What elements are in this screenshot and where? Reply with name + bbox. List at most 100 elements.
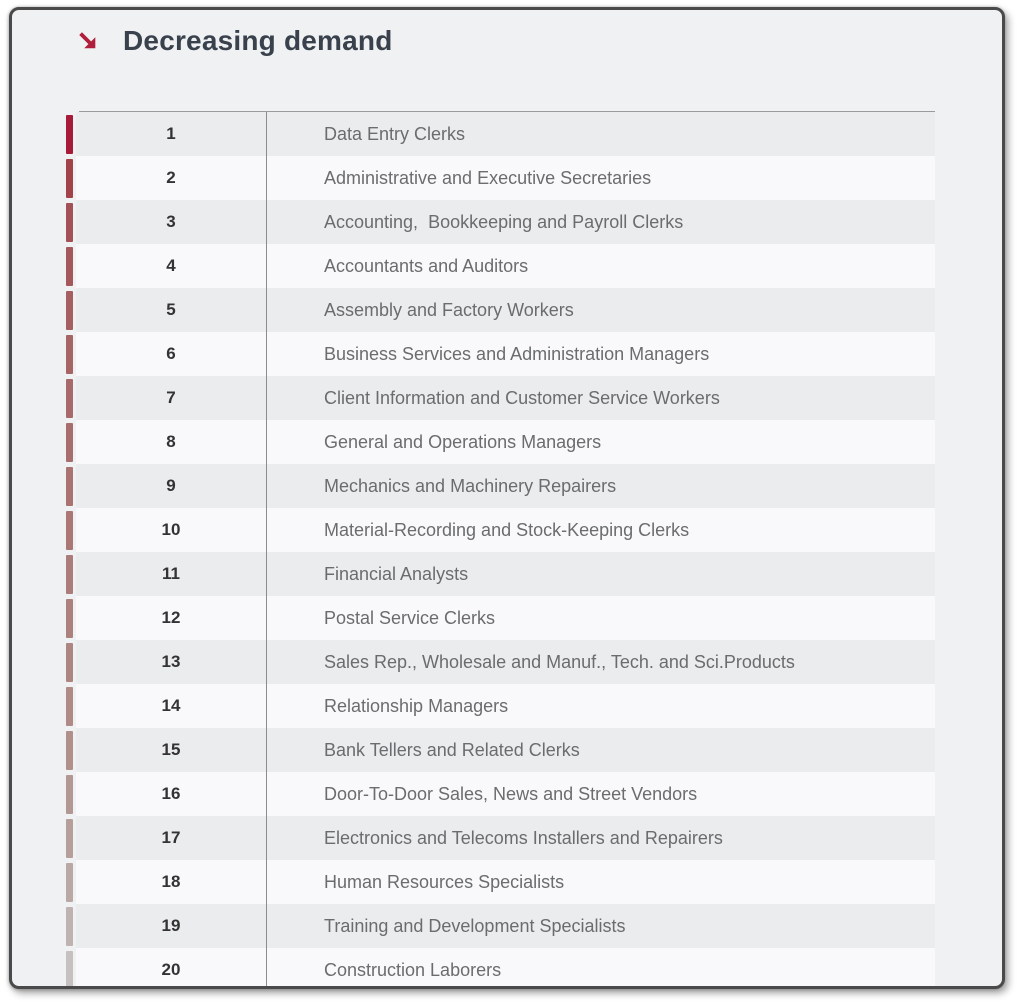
rank-cell: 19 xyxy=(76,904,266,948)
row-cells: 2 Administrative and Executive Secretari… xyxy=(76,156,935,200)
rank-tick xyxy=(66,686,73,726)
rank-tick xyxy=(66,202,73,242)
row-cells: 3 Accounting, Bookkeeping and Payroll Cl… xyxy=(76,200,935,244)
row-cells: 19 Training and Development Specialists xyxy=(76,904,935,948)
rank-tick xyxy=(66,818,73,858)
rank-tick xyxy=(66,422,73,462)
row-cells: 15 Bank Tellers and Related Clerks xyxy=(76,728,935,772)
table-row: 18 Human Resources Specialists xyxy=(66,860,935,904)
occupation-label: Electronics and Telecoms Installers and … xyxy=(324,827,723,848)
rank-cell: 13 xyxy=(76,640,266,684)
occupation-label: Assembly and Factory Workers xyxy=(324,299,574,320)
occupation-cell: Human Resources Specialists xyxy=(266,860,935,904)
occupation-label: Door-To-Door Sales, News and Street Vend… xyxy=(324,783,698,804)
rank-cell: 12 xyxy=(76,596,266,640)
occupation-label: Postal Service Clerks xyxy=(324,607,496,628)
rank-tick xyxy=(66,906,73,946)
occupation-label: Construction Laborers xyxy=(324,959,502,980)
table-row: 12 Postal Service Clerks xyxy=(66,596,935,640)
rank-value: 18 xyxy=(161,872,181,891)
table-row: 15 Bank Tellers and Related Clerks xyxy=(66,728,935,772)
rank-cell: 14 xyxy=(76,684,266,728)
occupation-cell: Postal Service Clerks xyxy=(266,596,935,640)
row-cells: 13 Sales Rep., Wholesale and Manuf., Tec… xyxy=(76,640,935,684)
rank-tick xyxy=(66,554,73,594)
rank-tick xyxy=(66,466,73,506)
rank-tick xyxy=(66,246,73,286)
rank-value: 11 xyxy=(162,564,180,583)
rank-value: 1 xyxy=(166,124,176,143)
occupation-cell: Relationship Managers xyxy=(266,684,935,728)
row-cells: 18 Human Resources Specialists xyxy=(76,860,935,904)
rank-cell: 7 xyxy=(76,376,266,420)
rank-cell: 6 xyxy=(76,332,266,376)
rank-value: 8 xyxy=(166,432,176,451)
rank-value: 3 xyxy=(166,212,176,231)
rank-value: 12 xyxy=(161,608,181,627)
rank-value: 17 xyxy=(161,828,181,847)
table-row: 7 Client Information and Customer Servic… xyxy=(66,376,935,420)
rank-cell: 18 xyxy=(76,860,266,904)
rank-value: 16 xyxy=(161,784,181,803)
rank-tick xyxy=(66,510,73,550)
rank-tick xyxy=(66,774,73,814)
table-row: 16 Door-To-Door Sales, News and Street V… xyxy=(66,772,935,816)
rank-value: 10 xyxy=(161,520,181,539)
row-cells: 10 Material-Recording and Stock-Keeping … xyxy=(76,508,935,552)
rank-value: 5 xyxy=(166,300,176,319)
table-row: 3 Accounting, Bookkeeping and Payroll Cl… xyxy=(66,200,935,244)
report-card: Decreasing demand 1 Data Entry Clerks 2 … xyxy=(9,7,1005,989)
occupation-cell: Data Entry Clerks xyxy=(266,112,935,156)
occupation-cell: Material-Recording and Stock-Keeping Cle… xyxy=(266,508,935,552)
rank-cell: 5 xyxy=(76,288,266,332)
occupation-label: Mechanics and Machinery Repairers xyxy=(324,475,617,496)
occupation-cell: Electronics and Telecoms Installers and … xyxy=(266,816,935,860)
table-row: 13 Sales Rep., Wholesale and Manuf., Tec… xyxy=(66,640,935,684)
rank-tick xyxy=(66,334,73,374)
rank-tick xyxy=(66,862,73,902)
table-row: 14 Relationship Managers xyxy=(66,684,935,728)
rank-cell: 9 xyxy=(76,464,266,508)
occupation-label: Data Entry Clerks xyxy=(324,123,466,144)
row-cells: 8 General and Operations Managers xyxy=(76,420,935,464)
occupation-cell: Assembly and Factory Workers xyxy=(266,288,935,332)
rank-value: 2 xyxy=(166,168,176,187)
rank-cell: 1 xyxy=(76,112,266,156)
occupation-label: Client Information and Customer Service … xyxy=(324,387,720,408)
rank-value: 14 xyxy=(161,696,181,715)
occupation-cell: Accounting, Bookkeeping and Payroll Cler… xyxy=(266,200,935,244)
row-cells: 9 Mechanics and Machinery Repairers xyxy=(76,464,935,508)
occupation-label: General and Operations Managers xyxy=(324,431,602,452)
occupation-label: Human Resources Specialists xyxy=(324,871,565,892)
table-row: 17 Electronics and Telecoms Installers a… xyxy=(66,816,935,860)
rank-value: 13 xyxy=(161,652,181,671)
rank-value: 9 xyxy=(166,476,176,495)
section-header: Decreasing demand xyxy=(76,24,393,58)
table-top-rule xyxy=(79,111,935,112)
rank-tick xyxy=(66,114,73,154)
row-cells: 4 Accountants and Auditors xyxy=(76,244,935,288)
rank-tick xyxy=(66,950,73,986)
occupation-label: Training and Development Specialists xyxy=(324,915,626,936)
rank-value: 7 xyxy=(166,388,176,407)
rank-tick xyxy=(66,642,73,682)
rank-cell: 10 xyxy=(76,508,266,552)
rank-cell: 16 xyxy=(76,772,266,816)
table-row: 10 Material-Recording and Stock-Keeping … xyxy=(66,508,935,552)
table-row: 4 Accountants and Auditors xyxy=(66,244,935,288)
occupation-label: Financial Analysts xyxy=(324,563,469,584)
occupation-label: Accounting, Bookkeeping and Payroll Cler… xyxy=(324,211,684,232)
table-row: 19 Training and Development Specialists xyxy=(66,904,935,948)
rank-cell: 3 xyxy=(76,200,266,244)
rank-cell: 8 xyxy=(76,420,266,464)
rank-tick xyxy=(66,378,73,418)
rank-cell: 11 xyxy=(76,552,266,596)
rank-cell: 17 xyxy=(76,816,266,860)
page-title: Decreasing demand xyxy=(123,25,393,56)
table-row: 5 Assembly and Factory Workers xyxy=(66,288,935,332)
rank-tick xyxy=(66,158,73,198)
occupation-label: Relationship Managers xyxy=(324,695,509,716)
occupation-cell: Sales Rep., Wholesale and Manuf., Tech. … xyxy=(266,640,935,684)
occupation-cell: Bank Tellers and Related Clerks xyxy=(266,728,935,772)
occupation-cell: Accountants and Auditors xyxy=(266,244,935,288)
